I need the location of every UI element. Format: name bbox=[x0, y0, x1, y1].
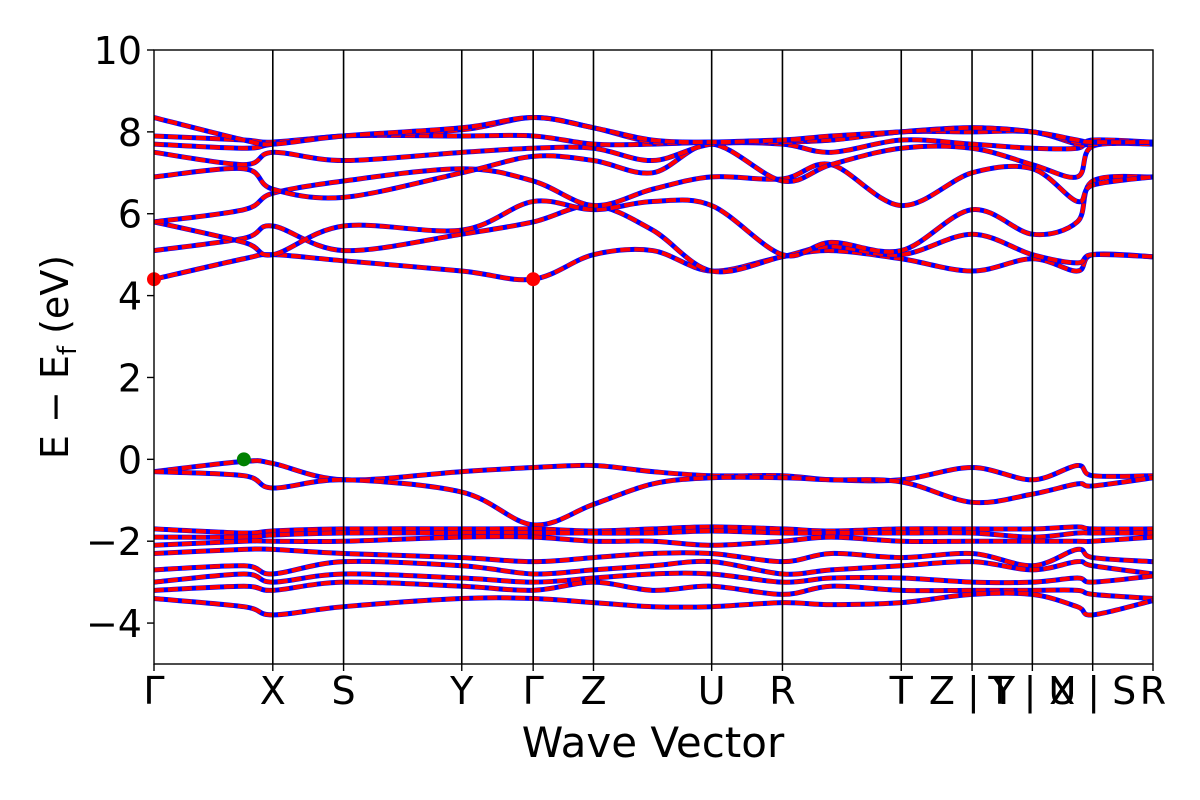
y-tick-label: 4 bbox=[118, 275, 142, 319]
x-tick-label: X | S bbox=[1049, 669, 1136, 714]
valence-band-1-spin-up bbox=[153, 458, 1154, 483]
kpoint-lines bbox=[271, 50, 1094, 664]
valence-band-10-spin-up bbox=[153, 591, 1154, 617]
x-tick-label: Γ bbox=[523, 669, 544, 713]
x-tick-label: Z | Y bbox=[929, 669, 1016, 714]
x-tick-label: R bbox=[1140, 669, 1166, 713]
y-axis-label-unit: (eV) bbox=[33, 255, 77, 346]
valence-band-5-spin-up bbox=[153, 534, 1154, 548]
conduction-band-1-spin-down bbox=[153, 246, 1154, 283]
vbm-marker bbox=[236, 452, 251, 467]
valence-band-6-spin-up bbox=[153, 546, 1154, 568]
conduction-band-9-spin-up bbox=[153, 115, 1154, 147]
cbm-marker bbox=[526, 272, 541, 287]
valence-band-9-spin-up bbox=[153, 580, 1154, 601]
bands-layer bbox=[153, 115, 1154, 618]
x-tick-label: U bbox=[698, 669, 726, 713]
valence-band-7-spin-up bbox=[153, 559, 1154, 577]
x-tick-label: T | U bbox=[987, 669, 1076, 714]
y-axis-label: E − Ef (eV) bbox=[33, 255, 83, 459]
x-axis-label: Wave Vector bbox=[522, 718, 785, 767]
plot-frame bbox=[153, 49, 1154, 665]
valence-band-2-spin-up bbox=[153, 469, 1154, 527]
y-tick-label: 8 bbox=[118, 111, 142, 155]
conduction-band-5-spin-up bbox=[153, 141, 1154, 200]
y-tick-label: 0 bbox=[118, 438, 142, 482]
y-axis-label-subscript: f bbox=[53, 345, 83, 355]
x-tick-label: Γ bbox=[143, 669, 164, 713]
y-tick-label: −4 bbox=[86, 602, 142, 646]
conduction-band-1-spin-up bbox=[153, 247, 1154, 282]
x-tick-label: Y bbox=[449, 669, 474, 713]
valence-band-8-spin-up bbox=[153, 571, 1154, 585]
conduction-band-2-spin-up bbox=[153, 203, 1154, 274]
x-tick-label: R bbox=[769, 669, 795, 713]
extrema-markers bbox=[147, 272, 541, 467]
valence-band-4-spin-up bbox=[153, 528, 1153, 540]
x-tick-label: S bbox=[332, 669, 356, 713]
y-tick-label: 2 bbox=[118, 356, 142, 400]
y-axis-ticks: −4 −2 0 2 4 6 8 10 bbox=[86, 29, 154, 646]
x-tick-label: T bbox=[889, 669, 914, 713]
x-tick-label: Z bbox=[580, 669, 606, 713]
valence-band-8-spin-down bbox=[153, 570, 1154, 586]
x-tick-label: X bbox=[260, 669, 286, 713]
y-tick-label: 6 bbox=[118, 193, 142, 237]
valence-band-3-spin-up bbox=[153, 524, 1154, 536]
valence-band-10-spin-down bbox=[153, 590, 1154, 618]
y-axis-label-main: E − E bbox=[33, 355, 77, 459]
y-tick-label: 10 bbox=[94, 29, 142, 73]
y-tick-label: −2 bbox=[86, 520, 142, 564]
conduction-band-6-spin-up bbox=[153, 137, 1154, 167]
conduction-band-4-spin-down bbox=[153, 161, 1154, 225]
valence-band-1-spin-down bbox=[153, 458, 1154, 484]
